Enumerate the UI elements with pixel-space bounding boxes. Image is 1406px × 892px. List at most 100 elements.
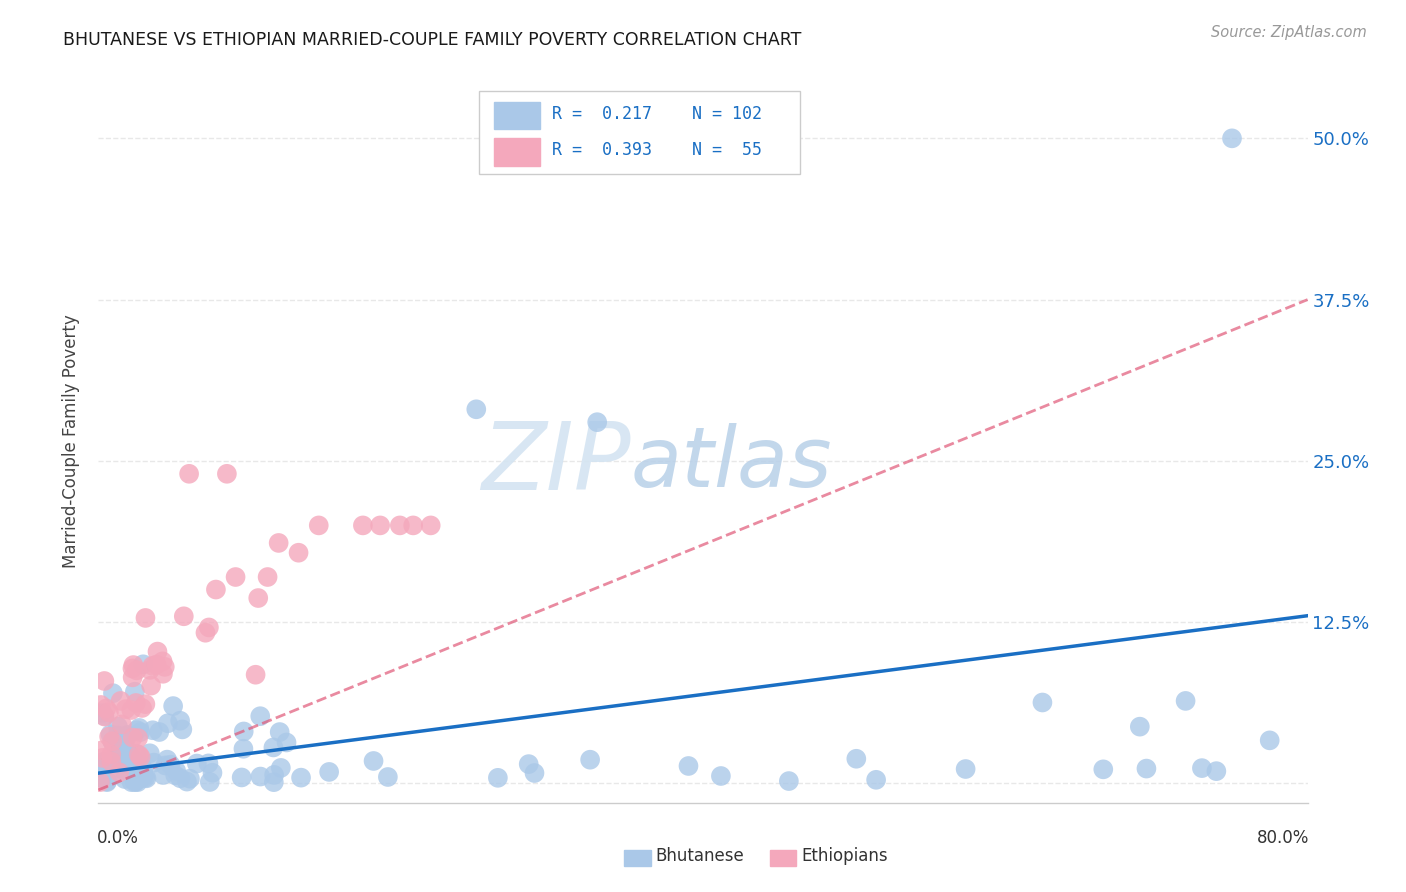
Point — [89, 766, 111, 780]
Point — [91, 743, 114, 757]
Point — [111, 717, 134, 731]
Point — [276, 735, 298, 749]
Point — [91, 751, 114, 765]
Text: 80.0%: 80.0% — [1257, 829, 1309, 847]
Y-axis label: Married-Couple Family Poverty: Married-Couple Family Poverty — [62, 315, 80, 568]
Point — [402, 518, 425, 533]
Point — [139, 679, 162, 693]
Text: Ethiopians: Ethiopians — [801, 847, 887, 865]
Point — [105, 728, 128, 742]
Point — [156, 716, 179, 731]
Point — [262, 740, 284, 755]
Point — [1174, 694, 1197, 708]
Point — [129, 759, 152, 773]
Point — [121, 752, 143, 766]
Point — [129, 725, 152, 739]
Point — [127, 731, 149, 745]
Point — [122, 658, 145, 673]
Point — [115, 731, 138, 745]
Point — [1191, 761, 1213, 775]
Point — [89, 775, 111, 789]
Point — [100, 755, 122, 769]
Point — [1031, 696, 1053, 710]
Point — [198, 775, 221, 789]
Point — [145, 657, 167, 672]
Point — [139, 746, 162, 760]
Point — [287, 546, 309, 560]
Point — [845, 752, 868, 766]
Point — [93, 709, 115, 723]
Point — [139, 663, 162, 677]
Bar — [624, 850, 651, 865]
Point — [579, 753, 602, 767]
Point — [125, 723, 148, 738]
Point — [270, 761, 292, 775]
Point — [778, 774, 800, 789]
Point — [263, 768, 285, 782]
Point — [225, 570, 247, 584]
Text: R =  0.393    N =  55: R = 0.393 N = 55 — [551, 141, 762, 160]
Point — [110, 694, 132, 708]
Point — [115, 759, 138, 773]
Point — [388, 518, 411, 533]
Text: Source: ZipAtlas.com: Source: ZipAtlas.com — [1211, 25, 1367, 40]
Point — [249, 770, 271, 784]
Point — [1220, 131, 1243, 145]
Point — [96, 701, 118, 715]
Point — [115, 741, 138, 756]
Point — [117, 728, 139, 742]
Point — [1135, 762, 1157, 776]
Point — [121, 661, 143, 675]
Point — [120, 766, 142, 780]
Point — [114, 702, 136, 716]
Point — [267, 536, 290, 550]
Point — [96, 775, 118, 789]
Point — [169, 771, 191, 785]
Point — [249, 709, 271, 723]
Point — [198, 620, 221, 634]
Point — [419, 518, 441, 533]
Bar — [769, 850, 796, 865]
Point — [247, 591, 270, 605]
Point — [110, 751, 132, 765]
Point — [232, 741, 254, 756]
Point — [153, 660, 176, 674]
Point — [318, 764, 340, 779]
Point — [523, 766, 546, 780]
Point — [91, 757, 114, 772]
Point — [586, 415, 609, 429]
Point — [197, 756, 219, 771]
Point — [128, 747, 150, 762]
Point — [132, 769, 155, 783]
Point — [100, 727, 122, 741]
Point — [176, 774, 198, 789]
Point — [129, 750, 152, 764]
Point — [678, 759, 700, 773]
Point — [1258, 733, 1281, 747]
Point — [201, 765, 224, 780]
FancyBboxPatch shape — [479, 91, 800, 174]
Point — [205, 582, 228, 597]
Point — [142, 723, 165, 738]
Point — [152, 768, 174, 782]
Point — [104, 750, 127, 764]
Point — [101, 734, 124, 748]
Point — [142, 756, 165, 770]
Point — [132, 657, 155, 672]
Point — [121, 731, 143, 745]
Point — [165, 768, 187, 782]
Point — [103, 736, 125, 750]
Point — [152, 666, 174, 681]
Point — [169, 714, 191, 728]
Point — [352, 518, 374, 533]
Point — [156, 753, 179, 767]
Point — [91, 706, 114, 720]
Point — [127, 775, 149, 789]
Point — [231, 771, 253, 785]
Point — [263, 775, 285, 789]
Point — [134, 771, 156, 785]
Point — [215, 467, 238, 481]
Text: ZIP: ZIP — [481, 417, 630, 508]
Point — [132, 762, 155, 776]
Point — [517, 757, 540, 772]
